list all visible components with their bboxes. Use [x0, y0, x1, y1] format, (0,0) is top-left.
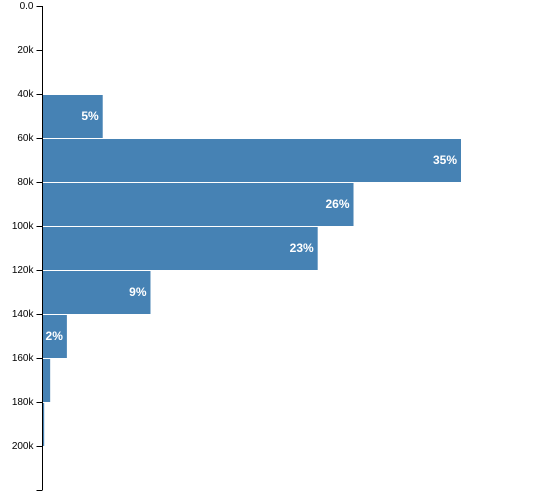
y-axis-tick-label: 120k	[12, 265, 35, 276]
bar-percent-label: 23%	[290, 241, 314, 255]
bar-percent-label: 5%	[81, 109, 99, 123]
y-axis-tick-label: 180k	[12, 397, 35, 408]
y-axis-tick-label: 80k	[17, 177, 34, 188]
histogram-bar	[43, 315, 67, 358]
histogram-bar	[43, 139, 461, 182]
y-axis: 0.0 20k 40k 60k 80k 100k 120k 140k 160k 180k 200k	[12, 1, 43, 491]
y-axis-tick-label: 160k	[12, 353, 35, 364]
histogram-bar	[43, 95, 103, 138]
bar-percent-label: 2%	[46, 329, 64, 343]
histogram-bar	[43, 359, 51, 402]
y-axis-tick-label: 60k	[17, 133, 34, 144]
y-axis-tick-label: 140k	[12, 309, 35, 320]
histogram-bar	[43, 227, 318, 270]
histogram-bar	[43, 183, 354, 226]
bar-percent-label: 35%	[433, 153, 457, 167]
bars-layer: 5% 35% 26% 23% 9% 2%	[43, 95, 461, 446]
y-axis-tick-label: 40k	[17, 89, 34, 100]
histogram-bar	[43, 403, 45, 446]
y-axis-tick-label: 0.0	[20, 1, 34, 12]
bar-percent-label: 9%	[129, 285, 147, 299]
y-axis-tick-label: 200k	[12, 441, 35, 452]
bar-percent-label: 26%	[325, 197, 349, 211]
y-axis-tick-label: 100k	[12, 221, 35, 232]
y-axis-tick-label: 20k	[17, 45, 34, 56]
histogram-bar	[43, 271, 151, 314]
